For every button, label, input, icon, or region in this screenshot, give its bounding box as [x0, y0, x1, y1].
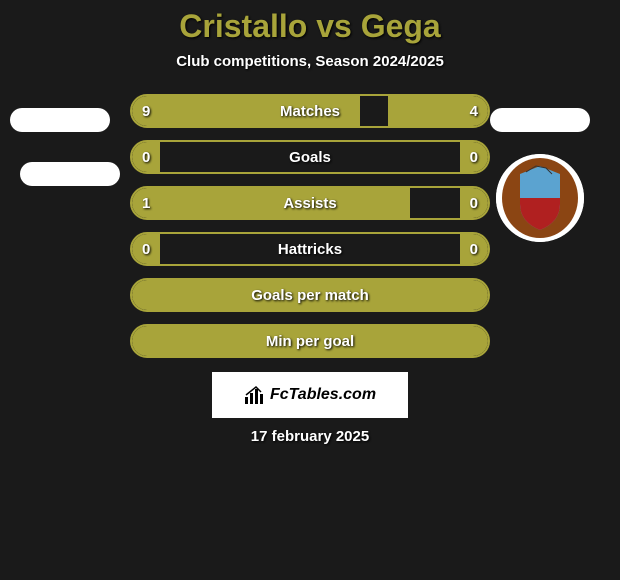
club-badge — [496, 154, 584, 242]
stat-label: Goals — [132, 142, 488, 172]
page-subtitle: Club competitions, Season 2024/2025 — [0, 53, 620, 70]
full-rows: Goals per match Min per goal — [0, 278, 620, 358]
stat-row-matches: 94Matches — [130, 94, 490, 128]
stat-row-min-per-goal: Min per goal — [130, 324, 490, 358]
stat-row-assists: 10Assists — [130, 186, 490, 220]
stat-label: Min per goal — [132, 326, 488, 356]
brand-text: FcTables.com — [270, 386, 376, 404]
date-label: 17 february 2025 — [0, 428, 620, 445]
chart-icon — [244, 385, 264, 405]
stats-area: 94Matches 00Goals 10Assists 00Hattricks Goa… — [0, 94, 620, 358]
stat-row-goals: 00Goals — [130, 140, 490, 174]
stat-label: Hattricks — [132, 234, 488, 264]
stat-label: Goals per match — [132, 280, 488, 310]
player-placeholder-left-2 — [20, 162, 120, 186]
player-placeholder-left-1 — [10, 108, 110, 132]
club-badge-icon — [496, 154, 584, 242]
stat-row-goals-per-match: Goals per match — [130, 278, 490, 312]
infographic-container: Cristallo vs Gega Club competitions, Sea… — [0, 0, 620, 445]
stat-label: Assists — [132, 188, 488, 218]
stat-label: Matches — [132, 96, 488, 126]
brand-box: FcTables.com — [212, 372, 408, 418]
stat-row-hattricks: 00Hattricks — [130, 232, 490, 266]
page-title: Cristallo vs Gega — [0, 8, 620, 45]
player-placeholder-right-1 — [490, 108, 590, 132]
